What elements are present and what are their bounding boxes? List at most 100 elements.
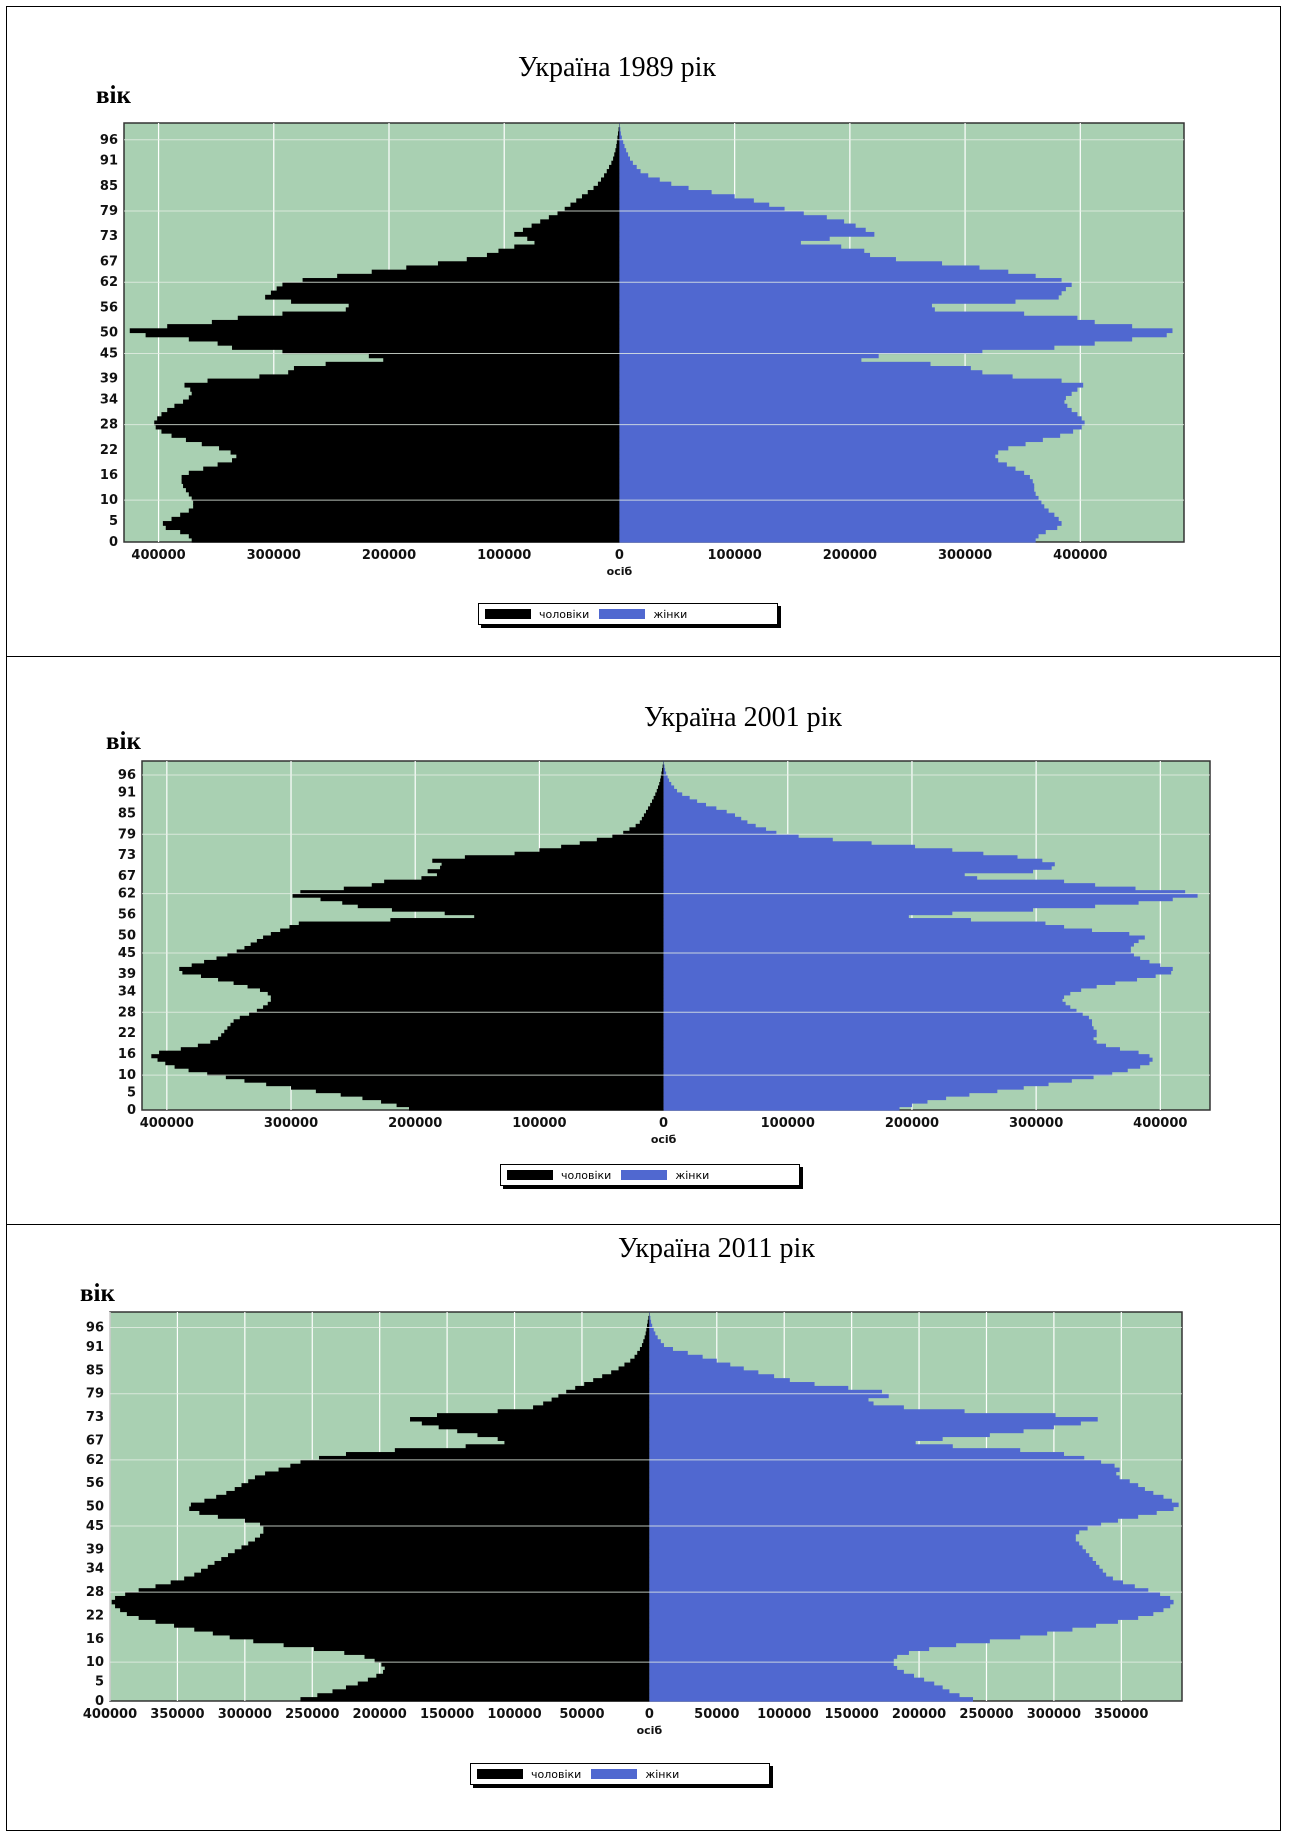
bar-male <box>436 1413 650 1418</box>
bar-male <box>224 1029 664 1034</box>
bar-female <box>619 361 931 367</box>
legend: чоловіки жінки <box>478 603 778 625</box>
bar-female <box>619 328 1173 334</box>
bar-male <box>587 190 620 195</box>
y-tick-label: 56 <box>100 300 118 315</box>
bar-male <box>300 1697 650 1702</box>
bar-female <box>619 537 1036 543</box>
bar-male <box>551 1397 650 1403</box>
bar-female <box>663 959 1150 965</box>
bar-male <box>162 521 620 526</box>
bar-female <box>649 1319 652 1325</box>
bar-male <box>270 932 664 937</box>
bar-male <box>138 1588 650 1593</box>
x-tick-label: 200000 <box>362 548 416 563</box>
bar-male <box>300 1459 650 1465</box>
bar-female <box>649 1448 1021 1453</box>
bar-female <box>619 395 1066 401</box>
bar-female <box>649 1393 889 1399</box>
bar-male <box>534 240 620 246</box>
bar-female <box>663 858 1043 863</box>
bar-female <box>619 227 866 233</box>
bar-male <box>384 1665 650 1671</box>
y-tick-label: 67 <box>86 1433 104 1448</box>
y-tick-label: 22 <box>86 1608 104 1623</box>
bar-male <box>391 907 664 912</box>
bar-female <box>663 876 978 881</box>
bar-male <box>165 1061 664 1066</box>
bar-female <box>649 1595 1171 1601</box>
bar-male <box>221 1033 664 1038</box>
bar-female <box>619 240 801 246</box>
bar-female <box>619 278 1062 283</box>
y-tick-label: 62 <box>100 275 118 290</box>
bar-male <box>320 897 664 902</box>
bar-male <box>241 1545 650 1550</box>
bar-male <box>457 1428 650 1434</box>
bar-male <box>191 537 620 543</box>
bar-male <box>174 1064 664 1069</box>
bar-male <box>643 1339 650 1344</box>
bar-male <box>248 1541 650 1546</box>
bar-male <box>543 1401 650 1406</box>
bar-female <box>619 311 1025 317</box>
x-tick-label: 50000 <box>559 1707 604 1722</box>
bar-male <box>421 1420 650 1426</box>
bar-female <box>619 370 983 375</box>
bar-female <box>663 980 1116 985</box>
bar-male <box>244 1078 664 1083</box>
bar-female <box>619 202 770 208</box>
bar-female <box>663 935 1145 940</box>
bar-female <box>663 785 675 790</box>
bar-female <box>663 956 1141 961</box>
bar-male <box>190 386 620 392</box>
bar-male <box>464 855 664 860</box>
bar-male <box>593 185 620 191</box>
y-tick-label: 45 <box>86 1519 104 1534</box>
y-tick-label: 85 <box>118 806 136 821</box>
bar-female <box>663 869 1034 874</box>
bar-female <box>619 164 637 170</box>
bar-male <box>259 374 620 380</box>
bar-male <box>343 886 664 891</box>
y-tick-label: 10 <box>118 1068 136 1083</box>
bar-female <box>663 928 1093 933</box>
bar-male <box>497 1409 650 1414</box>
bar-male <box>193 504 620 510</box>
bar-male <box>270 994 664 999</box>
bar-male <box>624 1362 650 1368</box>
bar-male <box>438 1424 650 1430</box>
bar-male <box>182 970 664 975</box>
legend-label-female: жінки <box>645 1767 680 1781</box>
bar-male <box>236 454 620 459</box>
bar-male <box>157 416 620 422</box>
y-tick-label: 16 <box>86 1632 104 1647</box>
bar-female <box>663 865 1052 870</box>
bar-male <box>282 311 620 317</box>
bar-male <box>288 370 620 375</box>
bar-male <box>371 269 620 275</box>
bar-male <box>317 1693 650 1698</box>
bar-female <box>663 1040 1097 1045</box>
y-axis-label: вік <box>96 82 131 109</box>
bar-female <box>619 349 983 355</box>
bar-female <box>649 1409 965 1414</box>
bar-male <box>291 1085 664 1090</box>
bar-male <box>332 1689 650 1694</box>
y-tick-label: 73 <box>118 848 136 863</box>
legend-label-male: чоловіки <box>531 1767 582 1781</box>
bar-male <box>197 1043 664 1048</box>
bar-male <box>629 827 664 832</box>
bar-male <box>390 918 664 923</box>
bar-male <box>611 160 620 166</box>
bar-male <box>200 973 664 978</box>
bar-male <box>514 851 664 856</box>
bar-female <box>619 412 1078 417</box>
bar-male <box>189 1506 650 1511</box>
bar-female <box>663 1092 970 1097</box>
y-tick-label: 67 <box>100 254 118 269</box>
bar-female <box>663 1036 1094 1041</box>
bar-female <box>619 223 856 229</box>
legend-swatch-male <box>477 1769 523 1779</box>
